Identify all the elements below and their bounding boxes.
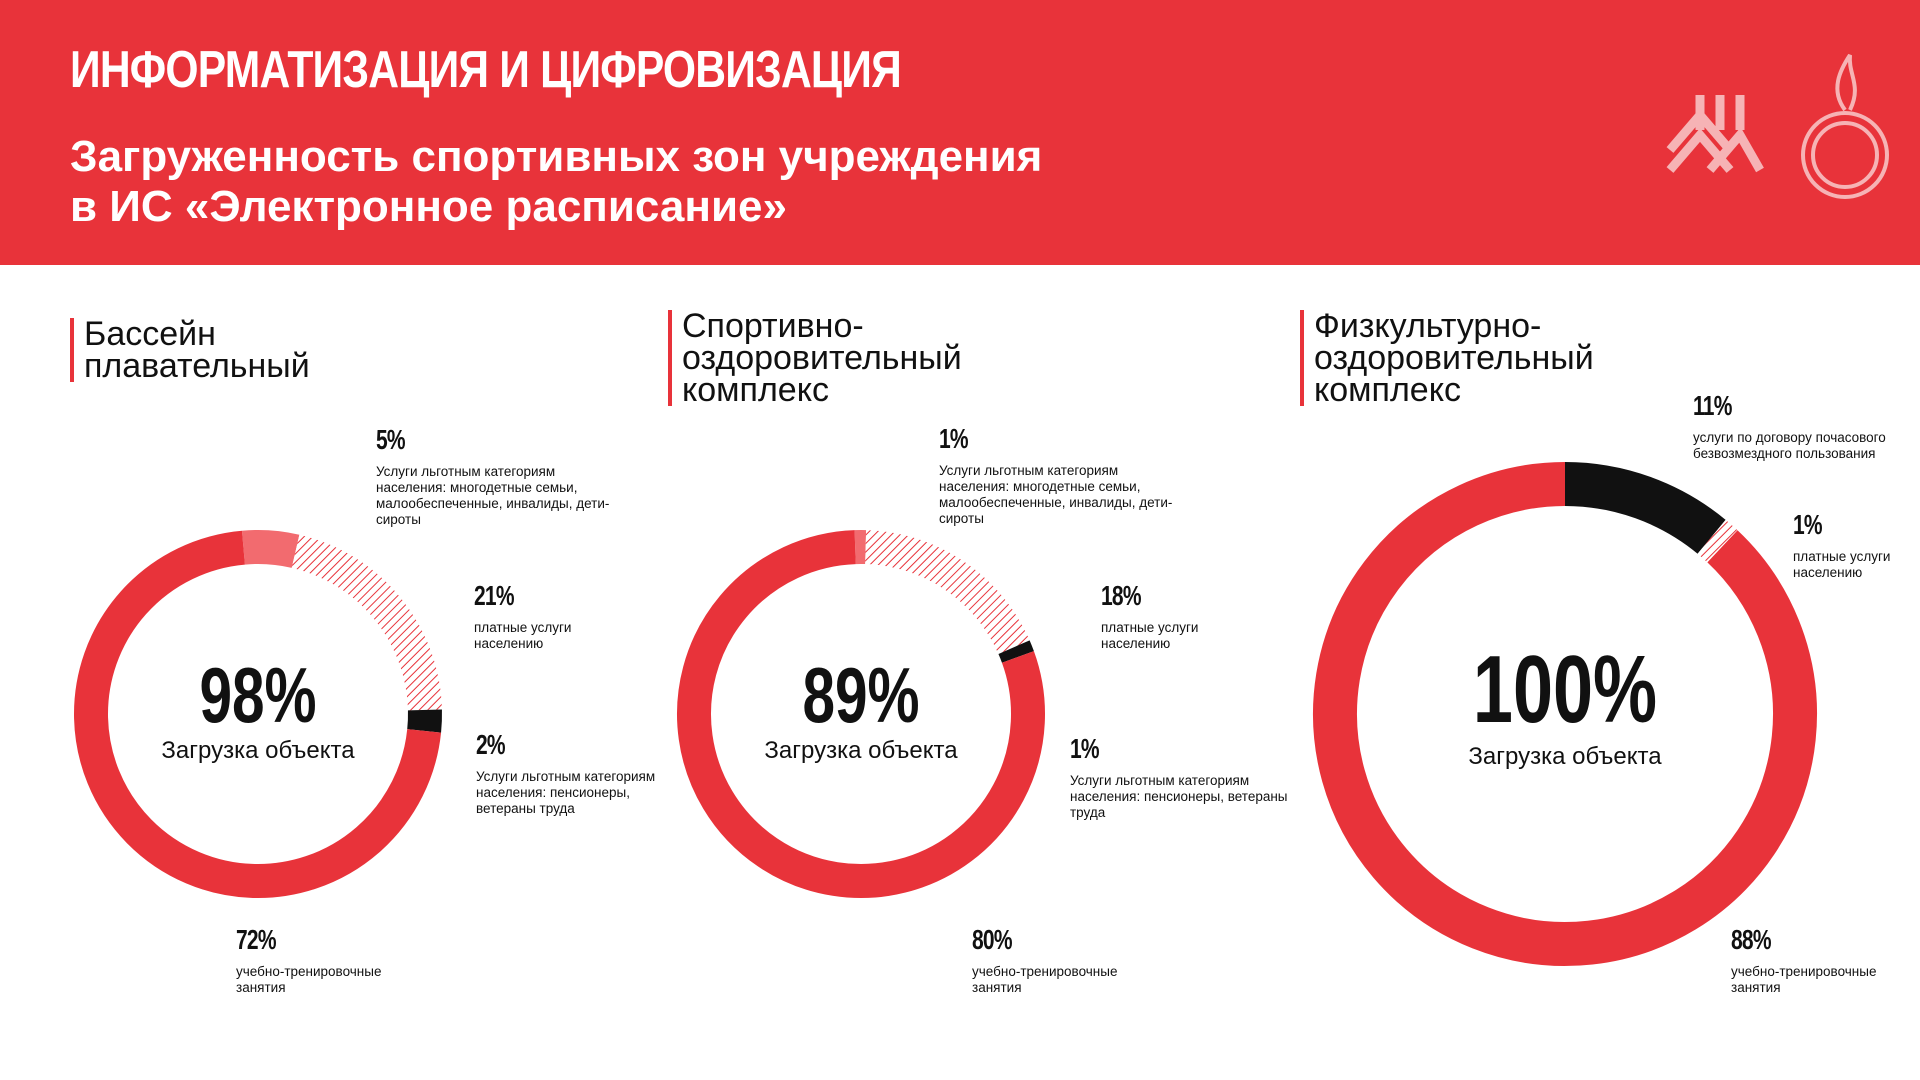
segment-label: 72% учебно-тренировочные занятия (236, 924, 416, 996)
segment-label: 11% услуги по договору почасового безвозм… (1693, 390, 1913, 462)
value-label: 1% (939, 423, 969, 454)
value-label: 11% (1693, 390, 1732, 421)
subtitle-line: Загруженность спортивных зон учреждения (70, 132, 1043, 181)
donut-segment (998, 640, 1034, 663)
category-label: Услуги льготным категориям населения: мн… (939, 463, 1173, 526)
segment-label: 18% платные услуги населению (1101, 580, 1231, 652)
category-label: платные услуги населению (474, 620, 572, 651)
center-label: Загрузка объекта (1468, 742, 1662, 770)
donut-segment (677, 530, 1045, 898)
donut-segment (1313, 462, 1817, 966)
value-label: 1% (1793, 509, 1823, 540)
category-label: платные услуги населению (1101, 620, 1199, 651)
category-label: учебно-тренировочные занятия (236, 964, 382, 995)
header-title: ИНФОРМАТИЗАЦИЯ И ЦИФРОВИЗАЦИЯ (70, 41, 902, 99)
chart-title: Спортивно-оздоровительный комплекс (668, 309, 982, 407)
center-label: Загрузка объекта (161, 737, 355, 765)
center-total: 89% (802, 650, 920, 739)
segment-label: 1% платные услуги населению (1793, 509, 1920, 581)
logos (1666, 53, 1889, 199)
segment-label: 5% Услуги льготным категориям населения: … (376, 424, 616, 528)
value-label: 5% (376, 424, 406, 455)
donut-segment (1564, 462, 1726, 555)
segment-label: 2% Услуги льготным категориям населения: … (476, 729, 656, 817)
category-label: услуги по договору почасового безвозмезд… (1693, 430, 1886, 461)
donut-segment (291, 534, 442, 711)
segment-label: 1% Услуги льготным категориям населения: … (1070, 733, 1290, 821)
value-label: 80% (972, 924, 1013, 955)
donut-segment (241, 530, 300, 568)
donut-segment (864, 530, 1030, 655)
center-total: 98% (199, 650, 317, 739)
header: ИНФОРМАТИЗАЦИЯ И ЦИФРОВИЗАЦИЯ Загруженно… (0, 0, 1920, 265)
value-label: 1% (1070, 733, 1100, 764)
value-label: 18% (1101, 580, 1142, 611)
category-label: платные услуги населению (1793, 549, 1891, 580)
value-label: 72% (236, 924, 277, 955)
donut-segment (1697, 519, 1738, 563)
category-label: учебно-тренировочные занятия (1731, 964, 1877, 995)
center-total: 100% (1472, 636, 1658, 743)
segment-label: 80% учебно-тренировочные занятия (972, 924, 1152, 996)
segment-label: 21% платные услуги населению (474, 580, 604, 652)
donut-segment (407, 709, 442, 733)
category-label: Услуги льготным категориям населения: пе… (476, 769, 656, 816)
segment-label: 88% учебно-тренировочные занятия (1731, 924, 1911, 996)
chart-title: Физкультурно-оздоровительный комплекс (1300, 309, 1614, 407)
segment-label: 1% Услуги льготным категориям населения: … (939, 423, 1179, 527)
category-label: учебно-тренировочные занятия (972, 964, 1118, 995)
value-label: 88% (1731, 924, 1772, 955)
logo-right (1801, 53, 1889, 199)
value-label: 21% (474, 580, 515, 611)
category-label: Услуги льготным категориям населения: мн… (376, 464, 610, 527)
donut-segment (74, 530, 442, 898)
chart-title: Бассейн плавательный (70, 317, 384, 383)
category-label: Услуги льготным категориям населения: пе… (1070, 773, 1288, 820)
value-label: 2% (476, 729, 506, 760)
center-label: Загрузка объекта (764, 737, 958, 765)
logo-left (1666, 95, 1764, 173)
subtitle-line: в ИС «Электронное расписание» (70, 182, 787, 231)
